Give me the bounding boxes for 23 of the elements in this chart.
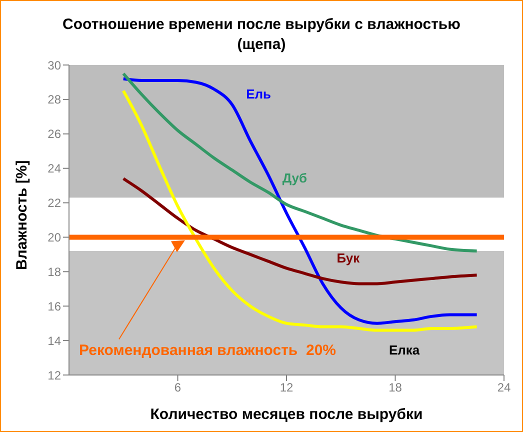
x-tick-label: 24 bbox=[497, 380, 511, 395]
chart-title: Соотношение времени после вырубки с влажностью (щепа) bbox=[62, 15, 462, 55]
series-label: Бук bbox=[336, 250, 360, 266]
x-tick-label: 6 bbox=[174, 380, 182, 395]
ref-line-label: Рекомендованная влажность 20% bbox=[79, 342, 336, 360]
y-tick-label: 18 bbox=[48, 264, 62, 279]
y-tick-label: 28 bbox=[48, 92, 62, 107]
y-tick-label: 20 bbox=[48, 230, 62, 244]
series-label: Елка bbox=[389, 342, 420, 358]
y-axis-title: Влажность [%] bbox=[13, 160, 30, 270]
y-tick-label: 16 bbox=[48, 299, 62, 314]
y-tick-label: 30 bbox=[48, 58, 62, 72]
series-label: Дуб bbox=[282, 170, 308, 186]
series-label: Ель bbox=[246, 86, 272, 102]
y-tick-label: 26 bbox=[48, 127, 62, 142]
x-axis-title: Количество месяцев после вырубки bbox=[150, 406, 423, 423]
x-tick-label: 18 bbox=[388, 380, 402, 395]
x-tick-label: 12 bbox=[280, 380, 294, 395]
y-tick-label: 24 bbox=[48, 162, 62, 176]
line-series bbox=[122, 72, 478, 252]
y-tick-label: 12 bbox=[48, 368, 62, 382]
y-tick-label: 22 bbox=[48, 196, 62, 210]
y-tick-label: 14 bbox=[48, 334, 62, 348]
